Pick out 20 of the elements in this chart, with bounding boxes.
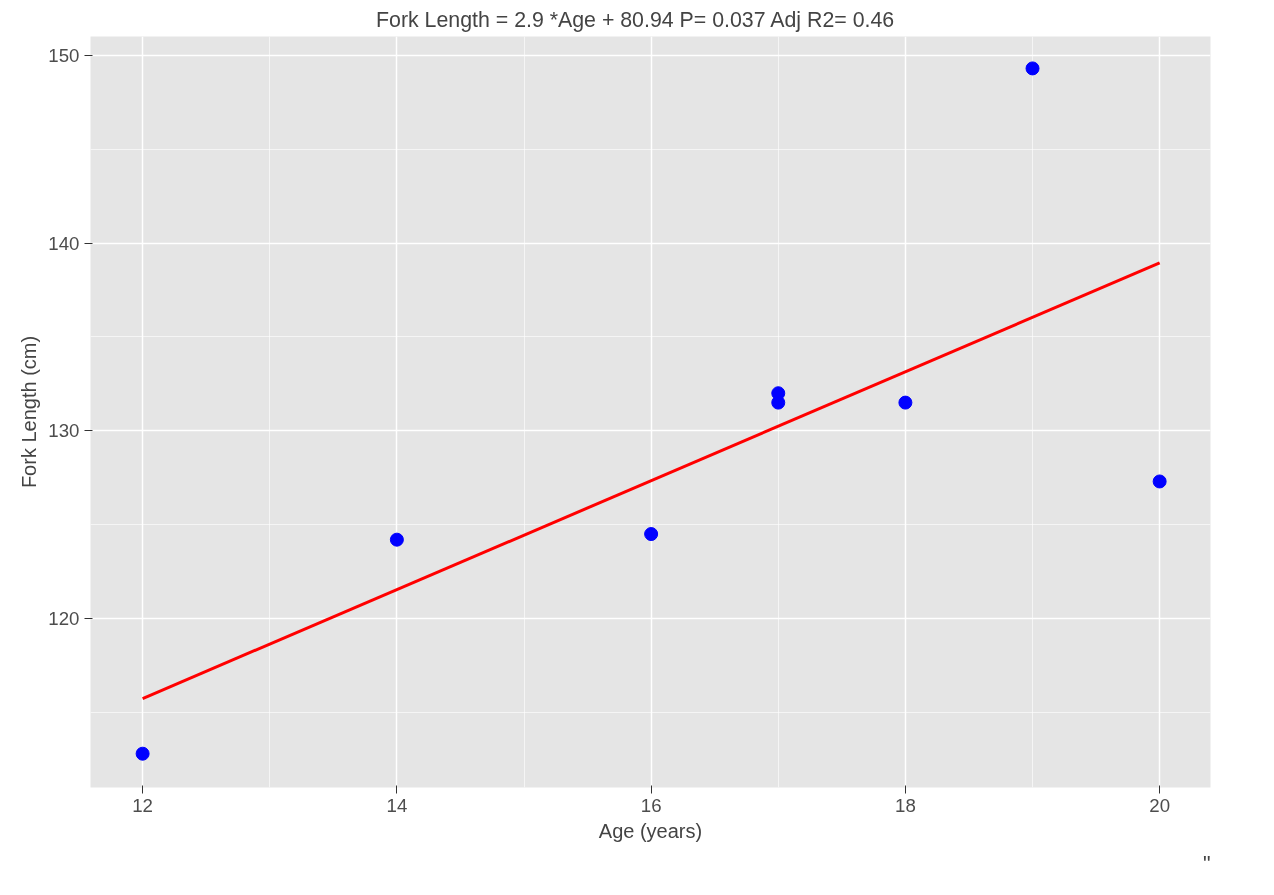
- x-tick-label: 16: [640, 794, 662, 816]
- y-tick-label: 150: [48, 44, 80, 66]
- y-axis-title: Fork Length (cm): [18, 335, 41, 489]
- point: [1025, 61, 1040, 76]
- x-tick-label: 20: [1149, 794, 1171, 816]
- x-tick-label: 12: [132, 794, 154, 816]
- point: [644, 527, 659, 542]
- point: [389, 532, 404, 547]
- point: [898, 395, 913, 410]
- y-tick-label: 120: [48, 608, 80, 630]
- point: [1152, 474, 1167, 489]
- y-tick-label: 140: [48, 232, 80, 254]
- point: [135, 746, 150, 761]
- text: ": [1202, 851, 1211, 876]
- x-tick-label: 14: [386, 794, 408, 816]
- x-tick-label: 18: [895, 794, 916, 816]
- x-axis-title: Age (years): [598, 819, 703, 842]
- chart-title: Fork Length = 2.9 *Age + 80.94 P= 0.037 Adj R2= 0.46: [376, 7, 895, 32]
- y-tick-label: 130: [48, 420, 80, 442]
- point: [771, 395, 786, 410]
